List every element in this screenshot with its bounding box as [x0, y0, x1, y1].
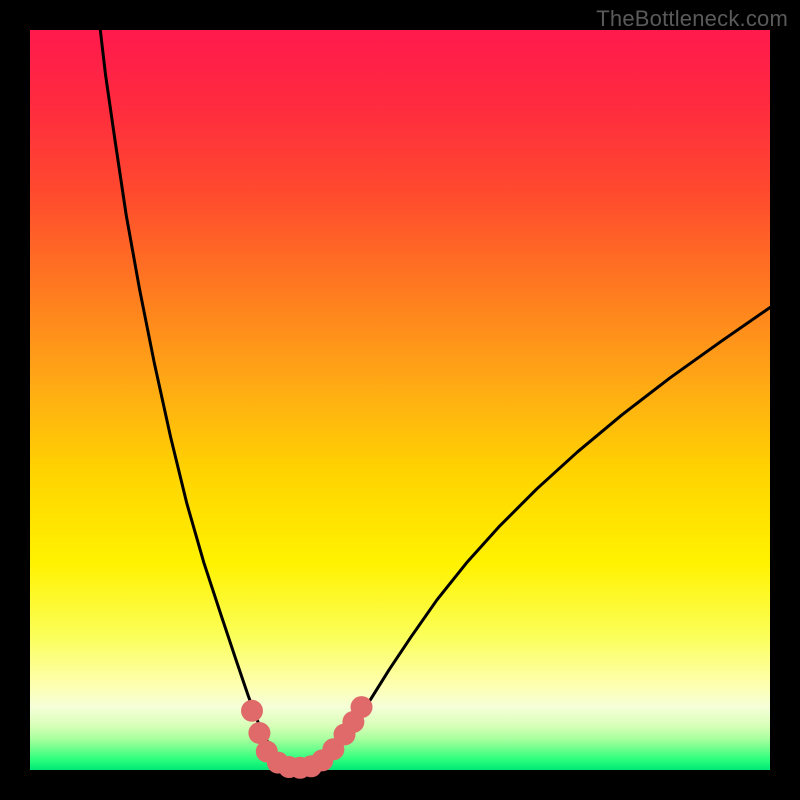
- watermark-text: TheBottleneck.com: [596, 6, 788, 32]
- chart-container: TheBottleneck.com: [0, 0, 800, 800]
- bottleneck-curve-chart: [0, 0, 800, 800]
